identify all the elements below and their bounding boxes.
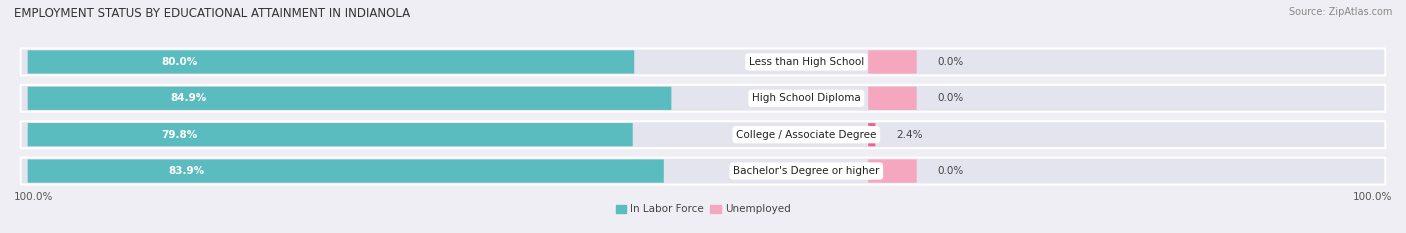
Text: College / Associate Degree: College / Associate Degree (737, 130, 876, 140)
Text: 84.9%: 84.9% (170, 93, 207, 103)
Text: 80.0%: 80.0% (162, 57, 197, 67)
Text: Less than High School: Less than High School (749, 57, 863, 67)
FancyBboxPatch shape (869, 87, 917, 110)
FancyBboxPatch shape (21, 85, 1385, 112)
Text: Source: ZipAtlas.com: Source: ZipAtlas.com (1288, 7, 1392, 17)
FancyBboxPatch shape (21, 158, 1385, 185)
FancyBboxPatch shape (21, 48, 1385, 75)
FancyBboxPatch shape (869, 50, 917, 74)
Text: 0.0%: 0.0% (938, 93, 963, 103)
FancyBboxPatch shape (28, 159, 664, 183)
FancyBboxPatch shape (869, 159, 917, 183)
FancyBboxPatch shape (28, 87, 672, 110)
FancyBboxPatch shape (21, 121, 1385, 148)
Text: 100.0%: 100.0% (14, 192, 53, 202)
Text: 2.4%: 2.4% (896, 130, 922, 140)
Text: EMPLOYMENT STATUS BY EDUCATIONAL ATTAINMENT IN INDIANOLA: EMPLOYMENT STATUS BY EDUCATIONAL ATTAINM… (14, 7, 411, 20)
Legend: In Labor Force, Unemployed: In Labor Force, Unemployed (612, 200, 794, 219)
Text: 0.0%: 0.0% (938, 57, 963, 67)
Text: Bachelor's Degree or higher: Bachelor's Degree or higher (733, 166, 880, 176)
Text: 79.8%: 79.8% (160, 130, 197, 140)
Text: 100.0%: 100.0% (1353, 192, 1392, 202)
Text: 0.0%: 0.0% (938, 166, 963, 176)
FancyBboxPatch shape (28, 123, 633, 146)
FancyBboxPatch shape (869, 123, 876, 146)
Text: High School Diploma: High School Diploma (752, 93, 860, 103)
Text: 83.9%: 83.9% (169, 166, 205, 176)
FancyBboxPatch shape (28, 50, 634, 74)
